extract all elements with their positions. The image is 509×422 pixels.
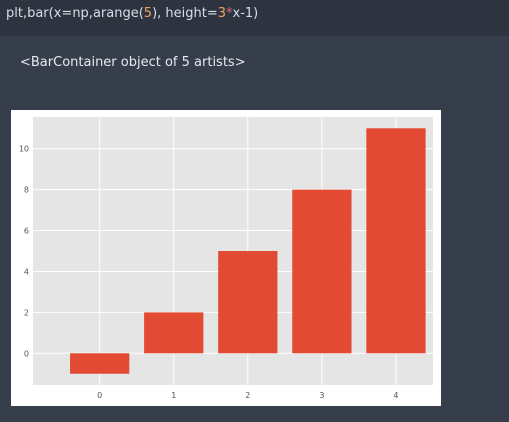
x-tick-label: 3 xyxy=(319,391,324,400)
code-multiplier-number: 3 xyxy=(217,6,227,21)
code-middle: ), height= xyxy=(152,6,218,21)
y-tick-label: 6 xyxy=(24,227,29,236)
y-tick-label: 2 xyxy=(24,308,29,317)
y-tick-label: 8 xyxy=(24,186,29,195)
x-tick-label: 0 xyxy=(97,391,102,400)
bar xyxy=(218,251,278,354)
x-tick-label: 1 xyxy=(171,391,176,400)
x-tick-label: 2 xyxy=(245,391,250,400)
bar xyxy=(144,312,204,354)
y-tick-label: 0 xyxy=(24,349,29,358)
code-suffix: x-1) xyxy=(232,6,259,21)
bar xyxy=(366,128,426,354)
code-operator: * xyxy=(226,6,233,21)
y-tick-label: 4 xyxy=(24,267,29,276)
bar xyxy=(70,353,130,374)
bar-chart: 0 2 4 6 8 10 0 1 2 3 4 xyxy=(19,117,433,400)
code-prefix: plt,bar(x=np,arange( xyxy=(6,6,144,21)
code-input-cell[interactable]: plt,bar(x=np,arange(5), height=3*x-1) xyxy=(0,0,509,36)
code-text[interactable]: plt,bar(x=np,arange(5), height=3*x-1) xyxy=(6,6,258,21)
y-tick-label: 10 xyxy=(19,145,29,154)
code-arg-number: 5 xyxy=(143,6,153,21)
x-tick-label: 4 xyxy=(393,391,398,400)
bar xyxy=(292,189,352,354)
output-repr: <BarContainer object of 5 artists> xyxy=(20,55,246,70)
plot-output: 0 2 4 6 8 10 0 1 2 3 4 xyxy=(11,110,441,406)
